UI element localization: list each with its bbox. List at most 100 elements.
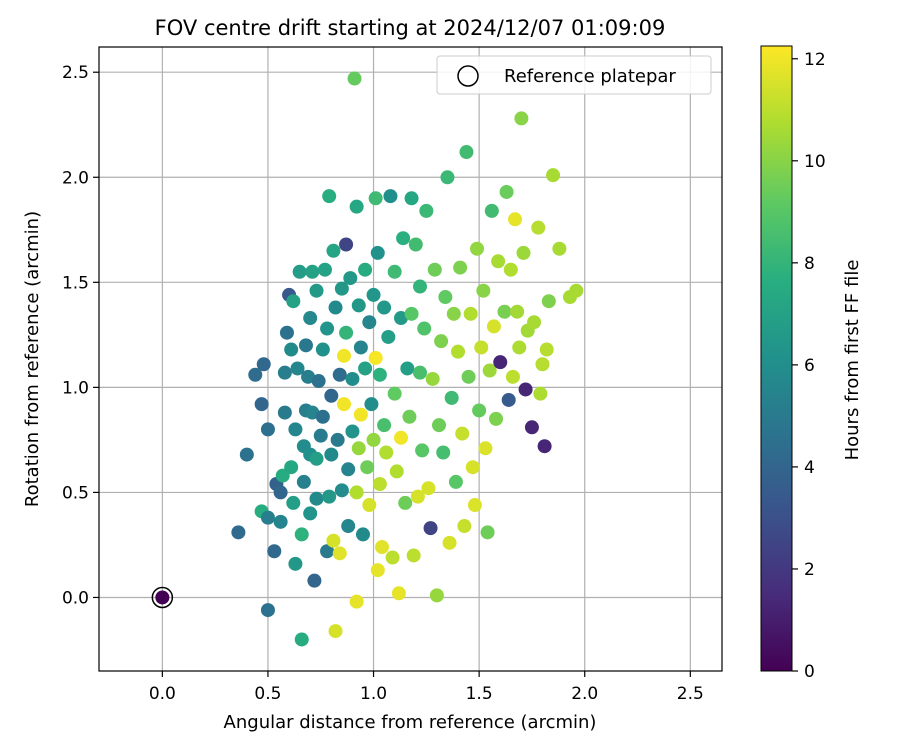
scatter-point: [489, 411, 504, 426]
colorbar-tick-label: 0: [804, 662, 815, 682]
scatter-point: [385, 550, 400, 565]
scatter-point: [334, 483, 349, 498]
scatter-point: [279, 325, 294, 340]
scatter-point: [345, 371, 360, 386]
scatter-point: [410, 489, 425, 504]
scatter-point: [377, 418, 392, 433]
y-axis-ticks: 0.0 0.5 1.0 1.5 2.0 2.5: [62, 63, 99, 608]
scatter-point: [427, 262, 442, 277]
scatter-point: [379, 445, 394, 460]
scatter-point: [305, 405, 320, 420]
scatter-point: [486, 319, 501, 334]
scatter-point: [286, 495, 301, 510]
scatter-point: [260, 422, 275, 437]
y-axis-label: Rotation from reference (arcmin): [22, 211, 43, 507]
scatter-point: [470, 241, 485, 256]
scatter-point: [569, 283, 584, 298]
scatter-point: [393, 430, 408, 445]
scatter-point: [307, 573, 322, 588]
y-tick-label: 2.5: [62, 63, 89, 83]
scatter-point: [508, 212, 523, 227]
scatter-point: [353, 407, 368, 422]
scatter-point: [328, 624, 343, 639]
scatter-point: [351, 298, 366, 313]
scatter-point: [531, 220, 546, 235]
scatter-point: [362, 498, 377, 513]
legend: Reference platepar: [436, 55, 712, 95]
scatter-point: [374, 540, 389, 555]
scatter-point: [387, 386, 402, 401]
x-tick-label: 2.0: [571, 684, 598, 704]
scatter-point: [533, 386, 548, 401]
scatter-point: [239, 447, 254, 462]
y-tick-label: 0.5: [62, 483, 89, 503]
scatter-point: [514, 111, 529, 126]
scatter-point: [501, 392, 516, 407]
scatter-point: [396, 231, 411, 246]
scatter-point: [326, 243, 341, 258]
scatter-point: [320, 544, 335, 559]
scatter-point: [332, 367, 347, 382]
colorbar-tick-label: 8: [804, 254, 815, 274]
scatter-point: [284, 460, 299, 475]
scatter-point: [370, 245, 385, 260]
scatter-point: [273, 514, 288, 529]
scatter-point: [512, 340, 527, 355]
scatter-point: [292, 264, 307, 279]
scatter-point: [309, 283, 324, 298]
colorbar: 0 2 4 6 8 10 12 Hours from first FF file: [760, 45, 863, 682]
scatter-point: [328, 300, 343, 315]
scatter-point: [491, 254, 506, 269]
scatter-point: [294, 527, 309, 542]
scatter-point: [324, 388, 339, 403]
scatter-point: [294, 632, 309, 647]
scatter-point: [383, 189, 398, 204]
reference-marker: [151, 586, 174, 609]
y-tick-label: 2.0: [62, 168, 89, 188]
scatter-point: [372, 477, 387, 492]
scatter-point: [429, 588, 444, 603]
scatter-point: [408, 237, 423, 252]
scatter-point: [463, 306, 478, 321]
scatter-point: [286, 294, 301, 309]
scatter-point: [546, 168, 561, 183]
scatter-point: [341, 462, 356, 477]
scatter-point: [313, 428, 328, 443]
scatter-point: [339, 325, 354, 340]
scatter-point: [406, 548, 421, 563]
legend-marker-icon: [457, 65, 479, 87]
scatter-point: [505, 369, 520, 384]
plot-frame: [98, 46, 723, 672]
scatter-point: [358, 361, 373, 376]
scatter-point: [330, 432, 345, 447]
scatter-point: [260, 603, 275, 618]
x-tick-label: 2.5: [677, 684, 704, 704]
scatter-point: [309, 491, 324, 506]
scatter-point: [527, 315, 542, 330]
scatter-point: [446, 306, 461, 321]
scatter-point: [353, 340, 368, 355]
scatter-point: [518, 382, 533, 397]
x-tick-label: 1.0: [360, 684, 387, 704]
scatter-point: [372, 367, 387, 382]
scatter-point: [277, 405, 292, 420]
scatter-point: [290, 361, 305, 376]
scatter-point: [231, 525, 246, 540]
scatter-point: [336, 397, 351, 412]
scatter-point: [510, 304, 525, 319]
scatter-point: [393, 311, 408, 326]
scatter-point: [324, 447, 339, 462]
scatter-point: [482, 363, 497, 378]
scatter-point: [398, 495, 413, 510]
scatter-point: [448, 474, 463, 489]
scatter-point: [444, 390, 459, 405]
scatter-point: [322, 189, 337, 204]
scatter-point: [404, 191, 419, 206]
scatter-point: [413, 279, 428, 294]
scatter-point: [248, 367, 263, 382]
scatter-point: [377, 300, 392, 315]
scatter-point: [499, 184, 514, 199]
legend-entry: Reference platepar: [504, 66, 676, 87]
scatter-point: [421, 481, 436, 496]
